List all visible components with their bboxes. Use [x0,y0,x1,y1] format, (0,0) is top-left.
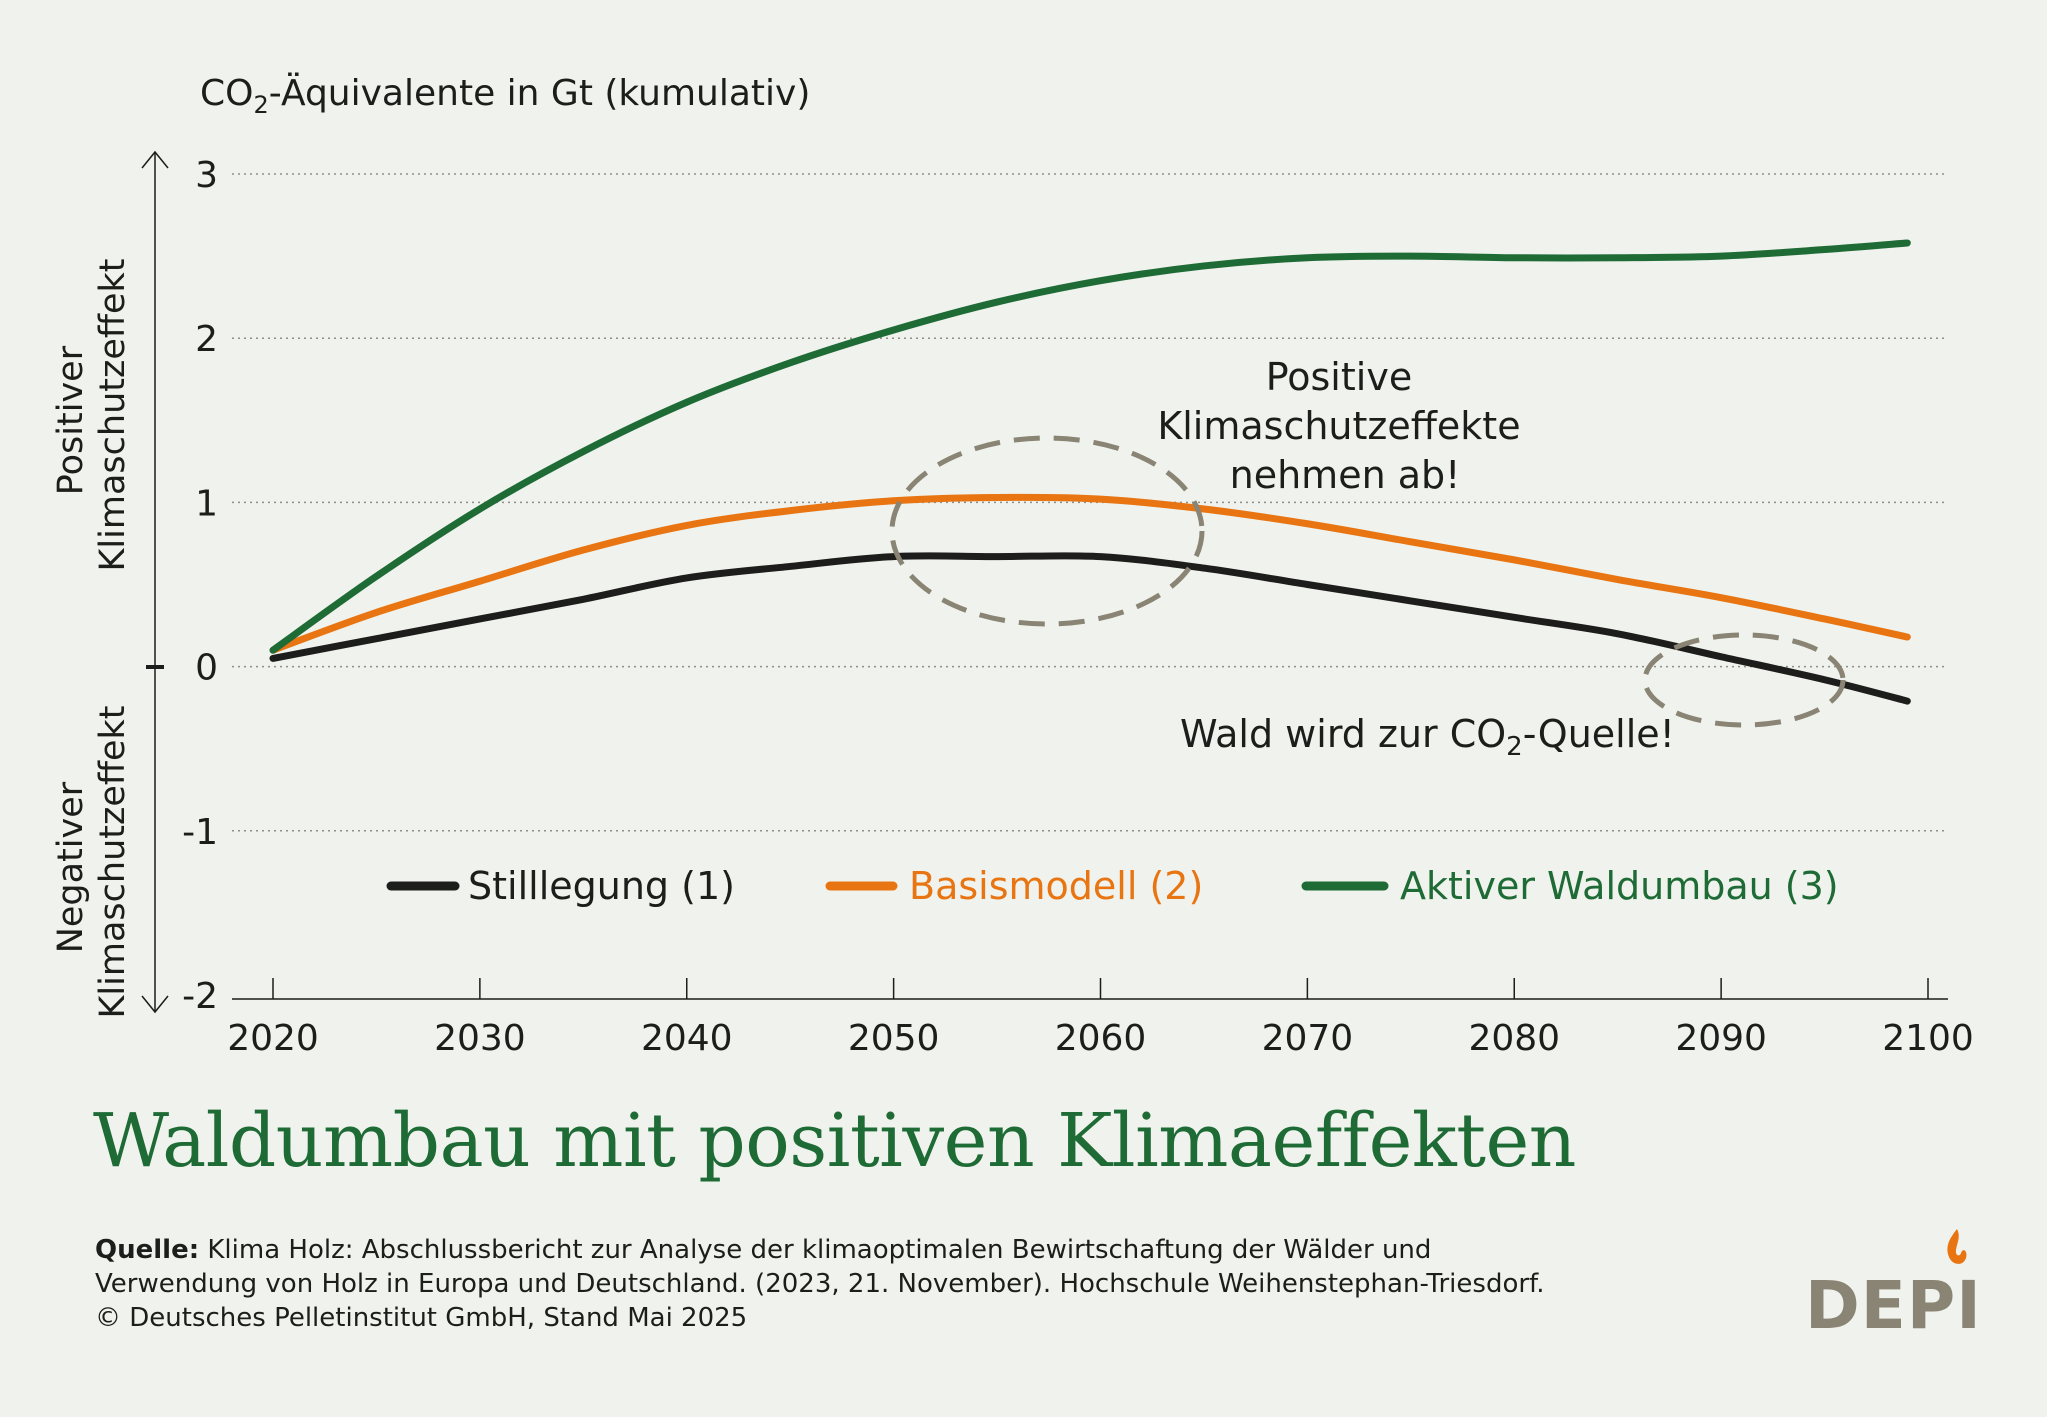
legend-label-basismodell: Basismodell (2) [909,864,1203,908]
annotation-line1: Positive [1266,355,1413,399]
source-highlight-ellipse [1642,632,1846,728]
y-axis-arrow-head-down [141,995,169,1014]
negative-effect-label-line1: Negativer [51,781,91,953]
peak-highlight-ellipse [889,435,1205,627]
source-line3: © Deutsches Pelletinstitut GmbH, Stand M… [95,1303,748,1333]
x-tick-label: 2080 [1468,1018,1560,1059]
annotation-co2-source: Wald wird zur CO2-Quelle! [1180,712,1675,762]
annotation-positive-effects: Positive Klimaschutzeffekte nehmen ab! [1157,355,1532,497]
y-tick-label: 0 [195,648,218,689]
source-line1: Klima Holz: Abschlussbericht zur Analyse… [199,1235,1432,1265]
y-tick-label: 3 [195,155,218,196]
x-tick-label: 2050 [848,1018,940,1059]
page-title: Waldumbau mit positiven Klimaeffekten [93,1098,1576,1184]
series-line-1 [269,552,1911,705]
x-tick-label: 2090 [1675,1018,1767,1059]
legend-label-waldumbau: Aktiver Waldumbau (3) [1400,864,1839,908]
logo-text: DEPI [1805,1267,1982,1344]
legend-label-stilllegung: Stilllegung (1) [468,864,735,908]
annotation-line3: nehmen ab! [1230,453,1461,497]
x-tick-label: 2100 [1882,1018,1974,1059]
grid-lines [232,173,1948,832]
x-tick-label: 2040 [641,1018,733,1059]
series-line-2 [269,493,1911,654]
y-tick-label: 2 [195,319,218,360]
y-tick-label: -2 [182,976,218,1017]
series-line-3 [269,239,1911,654]
negative-effect-label-line2: Klimaschutzeffekt [93,705,133,1018]
y-tick-label: -1 [182,812,218,853]
x-tick-label: 2020 [227,1018,319,1059]
source-line2: Verwendung von Holz in Europa und Deutsc… [95,1269,1545,1299]
annotation-line2: Klimaschutzeffekte [1157,404,1520,448]
legend: Stilllegung (1) Basismodell (2) Aktiver … [386,864,1839,908]
flame-icon [1947,1229,1967,1264]
x-tick-label: 2060 [1055,1018,1147,1059]
series-lines [269,239,1911,705]
negative-effect-label: Negativer Klimaschutzeffekt [51,705,133,1018]
source-label: Quelle: [95,1235,200,1265]
positive-effect-label-line2: Klimaschutzeffekt [93,258,133,571]
positive-effect-label-line1: Positiver [51,345,91,495]
positive-effect-label: Positiver Klimaschutzeffekt [51,258,133,571]
y-tick-label: 1 [195,483,218,524]
source-note: Quelle: Klima Holz: Abschlussbericht zur… [95,1233,1615,1335]
x-tick-label: 2070 [1262,1018,1354,1059]
y-axis-arrow-head-up [141,150,169,169]
x-tick-label: 2030 [434,1018,526,1059]
y-axis-title: CO2-Äquivalente in Gt (kumulativ) [200,72,810,119]
axes [141,150,1948,1014]
depi-logo: DEPI [1805,1227,1981,1344]
